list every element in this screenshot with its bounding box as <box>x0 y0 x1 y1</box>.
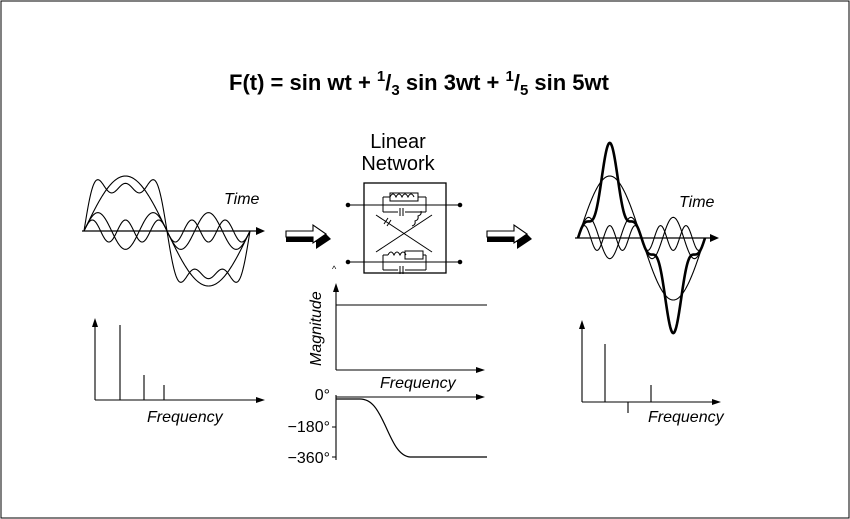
equation-term3-tail: sin 5wt <box>528 70 609 95</box>
phase-tick-label-180: −180° <box>288 419 330 436</box>
network-title-line1: Linear <box>370 131 426 153</box>
magnitude-x-arrow <box>476 367 485 373</box>
input-time-plot: Time <box>82 176 265 286</box>
equation-term3-num: 1 <box>505 68 513 85</box>
network-box <box>346 183 462 274</box>
magnitude-marker: ^ <box>332 264 337 274</box>
output-spectrum-x-arrow <box>712 399 721 405</box>
input-spectrum-label: Frequency <box>147 409 224 426</box>
output-spectrum-plot: Frequency <box>579 320 725 426</box>
magnitude-ylabel: Magnitude <box>308 291 325 366</box>
magnitude-y-arrow <box>333 283 339 292</box>
output-time-label: Time <box>679 194 715 211</box>
input-flow-arrow <box>286 225 331 249</box>
output-flow-arrow <box>487 225 532 249</box>
phase-response-curve <box>336 399 487 457</box>
equation-lhs: F(t) = sin wt + <box>229 70 377 95</box>
phase-plot: 0° −180° −360° <box>288 387 487 467</box>
magnitude-xlabel: Frequency <box>380 375 457 392</box>
input-spectrum-plot: Frequency <box>92 318 265 426</box>
output-time-axis-arrow <box>710 234 719 242</box>
output-spectrum-y-arrow <box>579 320 585 329</box>
input-spectrum-x-arrow <box>256 397 265 403</box>
input-time-axis-arrow <box>256 227 265 235</box>
phase-tick-label-0: 0° <box>315 387 330 404</box>
equation-term2-num: 1 <box>377 68 385 85</box>
output-spectrum-label: Frequency <box>648 409 725 426</box>
phase-tick-label-360: −360° <box>288 450 330 467</box>
output-time-plot: Time <box>575 143 719 333</box>
phase-x-arrow <box>476 394 485 400</box>
equation-term3-den: 5 <box>520 82 528 99</box>
input-time-label: Time <box>224 191 260 208</box>
magnitude-plot: Magnitude Frequency ^ <box>308 264 487 392</box>
input-spectrum-y-arrow <box>92 318 98 327</box>
network-title-line2: Network <box>361 153 435 175</box>
equation: F(t) = sin wt + 1/3 sin 3wt + 1/5 sin 5w… <box>229 68 610 99</box>
equation-term2-den: 3 <box>391 82 399 99</box>
equation-term2-tail: sin 3wt + <box>400 70 506 95</box>
